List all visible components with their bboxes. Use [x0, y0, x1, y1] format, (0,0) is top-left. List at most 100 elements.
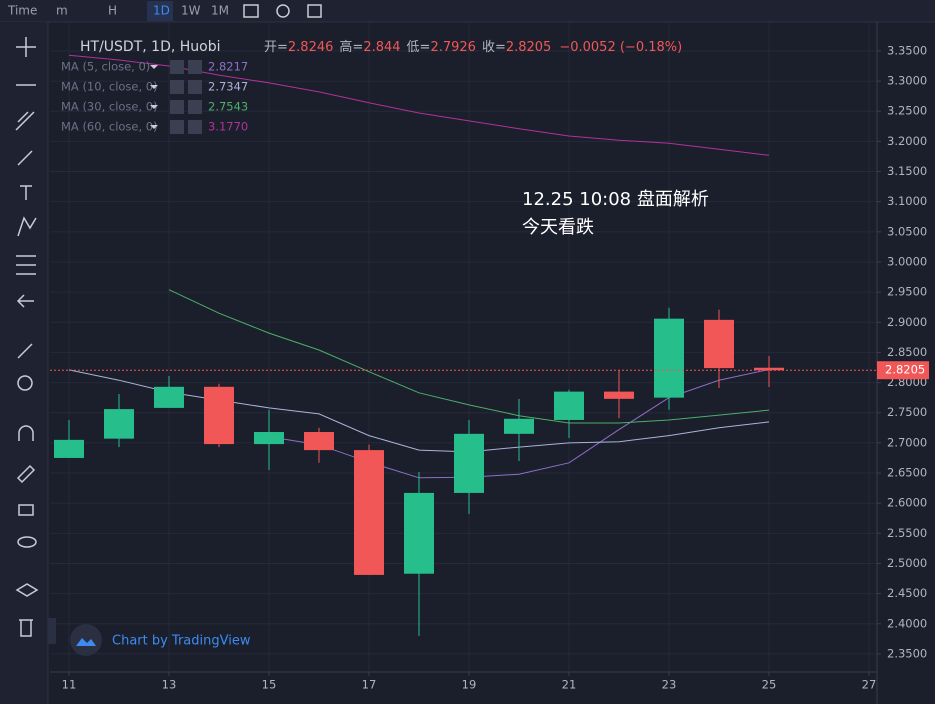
y-tick-label: 2.9500 — [887, 285, 927, 299]
legend-value: 2.7543 — [208, 100, 248, 114]
candle-body — [154, 386, 184, 408]
toolbar-button[interactable]: 1M — [211, 4, 229, 18]
fib-icon[interactable] — [16, 255, 36, 275]
ohlc-legend: 开=2.8246 高=2.844 低=2.7926 收=2.8205 −0.0052 (… — [264, 39, 682, 55]
ma-line — [68, 369, 770, 453]
x-tick-label: 19 — [462, 678, 477, 692]
legend-close — [188, 60, 202, 74]
logo-mark — [76, 638, 96, 646]
ruler-icon[interactable] — [17, 343, 33, 359]
collapse-button[interactable] — [48, 618, 56, 644]
annotation: 12.25 10:08 盘面解析 — [522, 189, 709, 210]
settings-icon[interactable] — [276, 4, 290, 18]
candle-body — [204, 386, 234, 445]
eye-icon[interactable] — [17, 536, 37, 548]
y-tick-label: 2.9000 — [887, 315, 927, 329]
y-tick-label: 3.2000 — [887, 134, 927, 148]
ohlc-value: 2.8246 — [288, 40, 334, 55]
legend-close — [188, 80, 202, 94]
toolbar-button[interactable]: 1W — [181, 4, 201, 18]
ohlc-label: 高= — [339, 39, 363, 55]
magnet-icon[interactable] — [18, 425, 34, 441]
last-price-tag — [877, 361, 929, 380]
toolbar-button[interactable]: H — [108, 4, 117, 18]
change: −0.0052 (−0.18%) — [559, 40, 682, 55]
legend-dropdown — [150, 105, 158, 109]
logo[interactable] — [70, 624, 102, 656]
brush-icon[interactable] — [17, 150, 33, 166]
x-tick-label: 21 — [562, 678, 577, 692]
top-toolbar — [0, 0, 935, 22]
last-price-label: 2.8205 — [885, 363, 925, 377]
legend-dropdown — [150, 85, 158, 89]
candle-body — [654, 318, 684, 398]
candle-body — [754, 367, 784, 371]
candle-body — [254, 432, 284, 445]
y-tick-label: 3.1000 — [887, 194, 927, 208]
candle-body — [354, 450, 384, 575]
trend-icon[interactable] — [15, 111, 35, 131]
chart-type-icon[interactable] — [243, 4, 259, 18]
annotation: 今天看跌 — [522, 217, 594, 238]
trash-icon[interactable] — [19, 619, 33, 637]
x-tick-label: 23 — [662, 678, 677, 692]
ohlc-value: 2.7926 — [430, 40, 476, 55]
candle-body — [454, 433, 484, 493]
zoom-icon[interactable] — [17, 375, 33, 391]
crosshair-icon[interactable] — [16, 37, 36, 57]
y-tick-label: 3.3500 — [887, 43, 927, 57]
candle-body — [554, 391, 584, 420]
y-tick-label: 3.0000 — [887, 254, 927, 268]
candle-body — [54, 439, 84, 458]
toolbar-button[interactable]: 1D — [153, 4, 170, 18]
candle-body — [404, 492, 434, 574]
text-icon[interactable] — [20, 185, 32, 200]
legend-value: 3.1770 — [208, 120, 248, 134]
y-tick-label: 3.1500 — [887, 164, 927, 178]
grid — [50, 22, 877, 672]
legend-name: MA (30, close, 0) — [61, 100, 158, 114]
y-tick-label: 2.4500 — [887, 586, 927, 600]
active-interval — [147, 1, 173, 21]
x-tick-label: 27 — [862, 678, 877, 692]
candle-body — [504, 418, 534, 434]
x-tick-label: 25 — [762, 678, 777, 692]
legend-value: 2.8217 — [208, 60, 248, 74]
ma-line — [168, 289, 770, 424]
ohlc-label: 收= — [482, 40, 506, 55]
y-tick-label: 2.4000 — [887, 616, 927, 630]
x-tick-label: 15 — [262, 678, 277, 692]
y-tick-label: 2.7000 — [887, 435, 927, 449]
watermark[interactable]: Chart by TradingView — [112, 634, 251, 649]
back-icon[interactable] — [16, 294, 34, 308]
ohlc-label: 开= — [264, 40, 288, 55]
x-tick-label: 17 — [362, 678, 377, 692]
ohlc-label: 低= — [407, 40, 431, 55]
ohlc-value: 2.8205 — [506, 40, 552, 55]
x-tick-label: 13 — [162, 678, 177, 692]
legend-settings — [170, 60, 184, 74]
legend-settings — [170, 100, 184, 114]
layers-icon[interactable] — [15, 583, 39, 597]
toolbar-button[interactable]: m — [56, 4, 68, 18]
y-tick-label: 2.3500 — [887, 646, 927, 660]
lock-icon[interactable] — [18, 504, 34, 516]
symbol: HT/USDT, 1D, Huobi — [80, 39, 221, 55]
plot — [50, 54, 877, 636]
legend-dropdown — [150, 125, 158, 129]
drawing-tools — [15, 37, 39, 637]
y-tick-label: 2.7500 — [887, 405, 927, 419]
fullscreen-icon[interactable] — [307, 4, 322, 18]
y-tick-label: 3.2500 — [887, 104, 927, 118]
pencil-icon[interactable] — [16, 464, 36, 484]
legend-value: 2.7347 — [208, 80, 248, 94]
y-tick-label: 2.5500 — [887, 526, 927, 540]
legend-name: MA (60, close, 0) — [61, 120, 158, 134]
y-tick-label: 3.3000 — [887, 74, 927, 88]
y-tick-label: 2.8500 — [887, 345, 927, 359]
ma-line — [68, 54, 770, 156]
legend: HT/USDT, 1D, Huobi 开=2.8246 高=2.844 低=2.79… — [80, 39, 682, 56]
toolbar-button[interactable]: Time — [7, 4, 37, 18]
ma-line — [268, 369, 770, 479]
pattern-icon[interactable] — [17, 216, 37, 237]
